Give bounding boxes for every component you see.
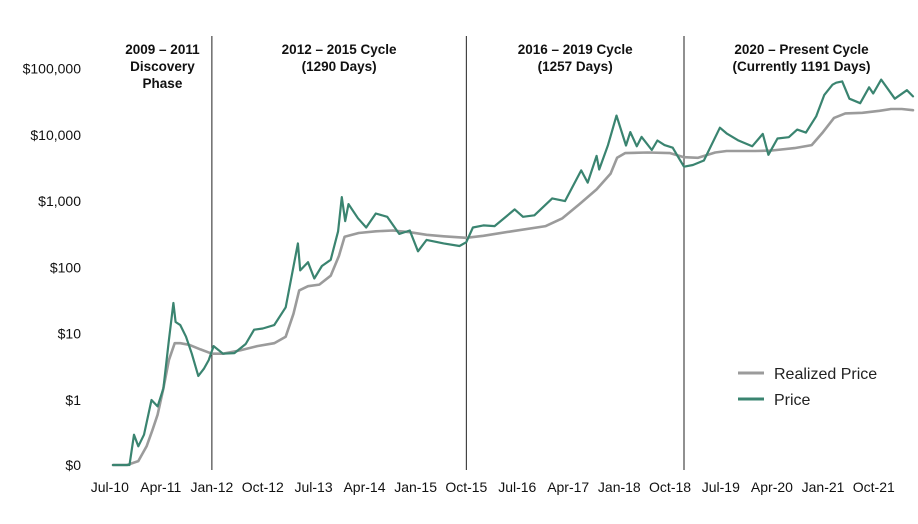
y-tick-label: $100,000 — [23, 61, 82, 77]
y-tick-label: $1,000 — [38, 193, 81, 209]
phase-label: 2009 – 2011 Discovery Phase — [125, 42, 200, 91]
y-tick-label: $1 — [65, 392, 81, 408]
phase-label: 2020 – Present Cycle (Currently 1191 Days… — [732, 42, 870, 74]
x-tick-label: Jul-10 — [91, 479, 129, 495]
x-tick-label: Jan-18 — [598, 479, 641, 495]
legend-label: Price — [774, 392, 811, 409]
series-lines — [111, 78, 915, 467]
x-tick-label: Jul-16 — [498, 479, 536, 495]
y-tick-label: $100 — [50, 259, 81, 275]
x-tick-label: Oct-15 — [445, 479, 487, 495]
x-tick-label: Apr-20 — [751, 479, 793, 495]
x-tick-label: Jan-12 — [190, 479, 233, 495]
legend-label: Realized Price — [774, 366, 877, 383]
x-tick-label: Jan-15 — [394, 479, 437, 495]
x-tick-label: Oct-18 — [649, 479, 691, 495]
x-tick-label: Apr-14 — [343, 479, 385, 495]
x-tick-label: Jan-21 — [802, 479, 845, 495]
y-tick-label: $0 — [65, 457, 81, 473]
y-tick-label: $10 — [58, 326, 82, 342]
x-tick-label: Oct-12 — [242, 479, 284, 495]
x-tick-label: Jul-13 — [294, 479, 332, 495]
x-axis-tick-labels: Jul-10 Apr-11 Jan-12 Oct-12 Jul-13 Apr-14 Jan-… — [91, 479, 895, 495]
y-axis-tick-labels: $0 $1 $10 $100 $1,000 $10,000 $100,000 — [23, 61, 82, 474]
x-tick-label: Oct-21 — [853, 479, 895, 495]
x-tick-label: Jul-19 — [702, 479, 740, 495]
phase-label: 2012 – 2015 Cycle (1290 Days) — [282, 42, 397, 74]
cycle-phase-labels: 2009 – 2011 Discovery Phase 2012 – 2015 Cyc… — [125, 42, 870, 91]
x-tick-label: Apr-11 — [140, 479, 181, 495]
phase-label: 2016 – 2019 Cycle (1257 Days) — [518, 42, 633, 74]
chart-legend: Realized Price Price — [738, 366, 877, 409]
x-tick-label: Apr-17 — [547, 479, 589, 495]
cycle-dividers — [211, 36, 685, 470]
y-tick-label: $10,000 — [30, 127, 81, 143]
series-line-realized-price — [111, 107, 915, 467]
series-line-price — [111, 78, 915, 467]
